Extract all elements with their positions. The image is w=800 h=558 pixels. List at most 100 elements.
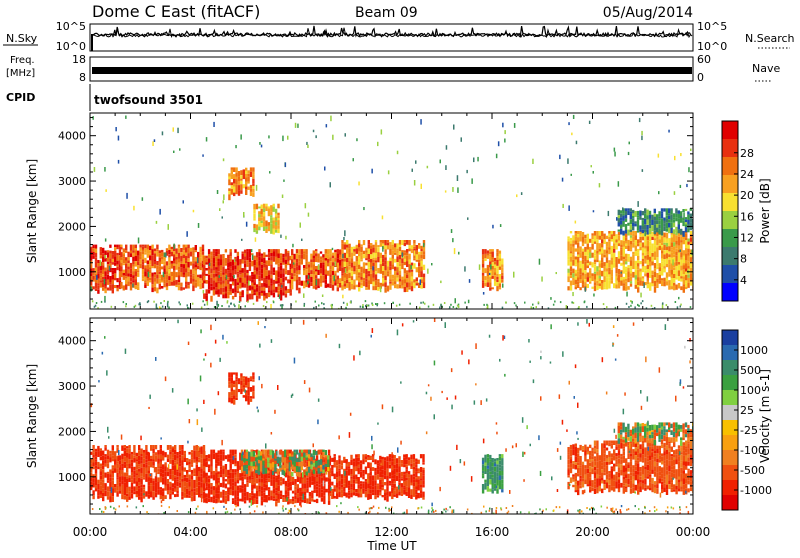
echo-cell (123, 270, 125, 273)
echo-cell (594, 282, 596, 285)
echo-cell (370, 463, 372, 468)
echo-speck (255, 237, 257, 241)
echo-speck (628, 306, 630, 308)
echo-speck (420, 279, 422, 285)
echo-cell (199, 278, 201, 280)
echo-cell (659, 280, 661, 284)
echo-cell (420, 481, 422, 485)
echo-cell (277, 220, 279, 226)
echo-cell (301, 255, 303, 259)
echo-speck (101, 301, 103, 303)
echo-speck (643, 282, 645, 288)
echo-cell (570, 266, 572, 271)
echo-cell (107, 480, 109, 483)
echo-cell (152, 460, 154, 462)
echo-cell (310, 274, 312, 277)
echo-cell (389, 244, 391, 249)
echo-cell (156, 288, 158, 294)
echo-cell (254, 493, 256, 498)
echo-cell (208, 254, 210, 258)
echo-cell (334, 485, 336, 488)
echo-cell (315, 249, 317, 251)
echo-cell (599, 236, 601, 240)
echo-cell (278, 272, 280, 278)
echo-cell (112, 477, 114, 481)
echo-cell (630, 212, 632, 214)
echo-cell (567, 465, 569, 467)
echo-cell (100, 495, 102, 498)
echo-cell (408, 460, 410, 465)
echo-speck (221, 305, 223, 307)
echo-speck (584, 301, 586, 303)
echo-cell (136, 475, 138, 481)
echo-cell (176, 459, 178, 462)
echo-cell (121, 490, 123, 494)
echo-speck (450, 304, 452, 306)
echo-cell (577, 278, 579, 282)
echo-cell (587, 250, 589, 256)
echo-speck (680, 153, 682, 156)
echo-cell (245, 193, 247, 196)
echo-cell (360, 282, 362, 285)
echo-cell (690, 223, 692, 226)
echo-cell (572, 269, 574, 274)
echo-cell (249, 493, 251, 498)
echo-cell (687, 283, 689, 288)
echo-cell (348, 244, 350, 248)
echo-cell (649, 251, 651, 257)
echo-cell (329, 481, 331, 485)
echo-cell (144, 271, 146, 276)
echo-cell (239, 265, 241, 270)
echo-cell (238, 181, 240, 185)
echo-cell (370, 481, 372, 486)
echo-cell (584, 274, 586, 280)
echo-cell (192, 279, 194, 282)
echo-cell (494, 268, 496, 273)
echo-cell (596, 478, 598, 482)
echo-cell (594, 285, 596, 291)
echo-cell (148, 495, 150, 499)
echo-cell (370, 493, 372, 499)
echo-cell (367, 488, 369, 494)
echo-cell (651, 248, 653, 253)
echo-cell (663, 278, 665, 282)
echo-cell (239, 292, 241, 296)
echo-cell (484, 463, 486, 466)
echo-cell (239, 259, 241, 265)
echo-cell (121, 459, 123, 464)
echo-cell (279, 455, 281, 458)
echo-cell (404, 262, 406, 265)
echo-cell (374, 475, 376, 480)
echo-cell (169, 490, 171, 493)
echo-cell (587, 284, 589, 288)
echo-cell (663, 233, 665, 238)
echo-cell (174, 471, 176, 475)
echo-cell (666, 233, 668, 239)
echo-cell (193, 468, 195, 471)
echo-cell (145, 464, 147, 468)
echo-cell (196, 490, 198, 493)
echo-cell (362, 476, 364, 479)
echo-cell (406, 261, 408, 267)
echo-cell (337, 259, 339, 263)
echo-cell (100, 280, 102, 283)
echo-cell (140, 477, 142, 479)
echo-cell (256, 224, 258, 230)
echo-cell (567, 276, 569, 282)
echo-cell (487, 250, 489, 253)
echo-cell (401, 478, 403, 480)
echo-cell (151, 277, 153, 280)
echo-cell (599, 460, 601, 465)
echo-cell (239, 283, 241, 289)
echo-speck (148, 272, 150, 278)
echo-cell (173, 254, 175, 258)
echo-cell (678, 241, 680, 246)
echo-cell (375, 260, 377, 262)
echo-cell (329, 278, 331, 284)
echo-speck (168, 307, 170, 309)
echo-cell (191, 450, 193, 453)
echo-cell (240, 385, 242, 388)
echo-speck (688, 167, 690, 172)
echo-cell (416, 251, 418, 255)
echo-cell (296, 274, 298, 279)
